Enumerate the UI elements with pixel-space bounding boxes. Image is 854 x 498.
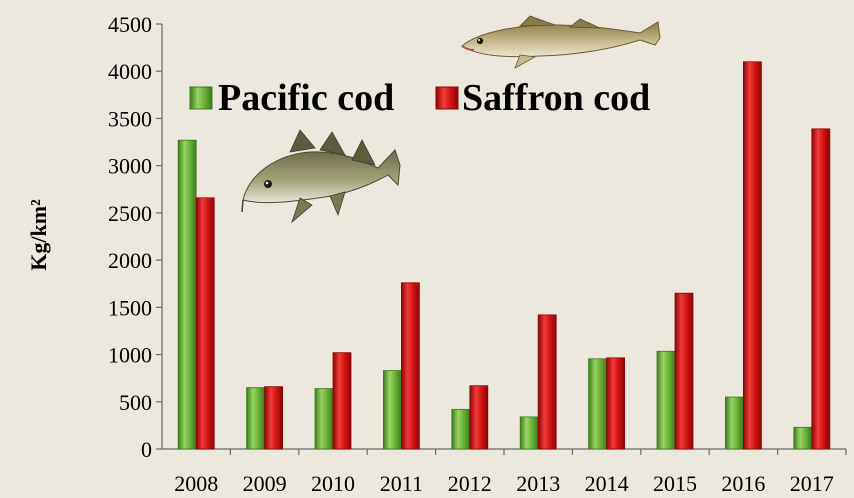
x-tick-label: 2009: [243, 471, 287, 496]
x-tick-label: 2012: [448, 471, 492, 496]
y-tick-label: 1500: [108, 295, 152, 320]
x-tick-labels: 2008 2009 2010 2011 2012 2013 2014 2015 2016 2017: [174, 471, 834, 496]
y-tick-label: 1000: [108, 343, 152, 368]
bar-pacific-cod-2011: [382, 370, 402, 450]
y-tick-label: 4500: [108, 12, 152, 37]
x-tick-label: 2014: [585, 471, 629, 496]
bar-pacific-cod-2014: [588, 358, 607, 450]
bar-saffron-cod-2014: [606, 357, 625, 450]
bar-pacific-cod-2010: [314, 388, 334, 450]
bar-pacific-cod-2015: [656, 350, 676, 450]
legend-label-saffron-cod: Saffron cod: [462, 77, 650, 119]
bar-saffron-cod-2012: [469, 385, 489, 450]
bar-pacific-cod-2012: [451, 408, 471, 450]
pacific-cod-fish-icon: [241, 129, 401, 224]
x-tick-label: 2008: [174, 471, 218, 496]
bar-saffron-cod-2008: [195, 197, 215, 450]
bar-saffron-cod-2017: [811, 128, 831, 450]
bar-saffron-cod-2013: [537, 314, 557, 450]
bar-pacific-cod-2016: [725, 396, 744, 450]
y-tick-label: 0: [141, 437, 152, 462]
bar-pacific-cod-2013: [519, 416, 539, 450]
bar-saffron-cod-2011: [400, 282, 420, 450]
x-tick-label: 2017: [790, 471, 834, 496]
x-tick-label: 2010: [311, 471, 355, 496]
legend-item-pacific-cod: Pacific cod: [189, 77, 394, 119]
bar-pacific-cod-2008: [177, 139, 197, 450]
legend: Pacific cod Saffron cod: [189, 77, 650, 119]
legend-label-pacific-cod: Pacific cod: [218, 77, 394, 119]
y-tick-labels: 0 500 1000 1500 2000 2500 3000 3500 4000 4500: [108, 12, 152, 462]
y-tick-label: 3500: [108, 106, 152, 131]
y-tick-label: 3000: [108, 154, 152, 179]
y-tick-label: 4000: [108, 59, 152, 84]
bar-saffron-cod-2010: [332, 352, 352, 450]
y-tick-label: 2500: [108, 201, 152, 226]
y-tick-label: 2000: [108, 248, 152, 273]
saffron-cod-fish-icon: [461, 15, 661, 69]
x-tick-label: 2011: [380, 471, 423, 496]
x-tick-label: 2015: [653, 471, 697, 496]
y-axis-label: Kg/km²: [26, 199, 51, 271]
bars: [177, 61, 831, 450]
legend-swatch-pacific-cod: [189, 86, 213, 110]
y-tick-label: 500: [119, 390, 152, 415]
x-tick-label: 2013: [516, 471, 560, 496]
x-tick-label: 2016: [721, 471, 765, 496]
bar-saffron-cod-2009: [264, 386, 284, 450]
legend-swatch-saffron-cod: [435, 86, 459, 110]
bar-pacific-cod-2017: [793, 426, 813, 450]
bar-pacific-cod-2009: [246, 387, 266, 450]
bar-saffron-cod-2016: [743, 61, 762, 450]
bar-saffron-cod-2015: [674, 292, 694, 450]
legend-item-saffron-cod: Saffron cod: [435, 77, 650, 119]
